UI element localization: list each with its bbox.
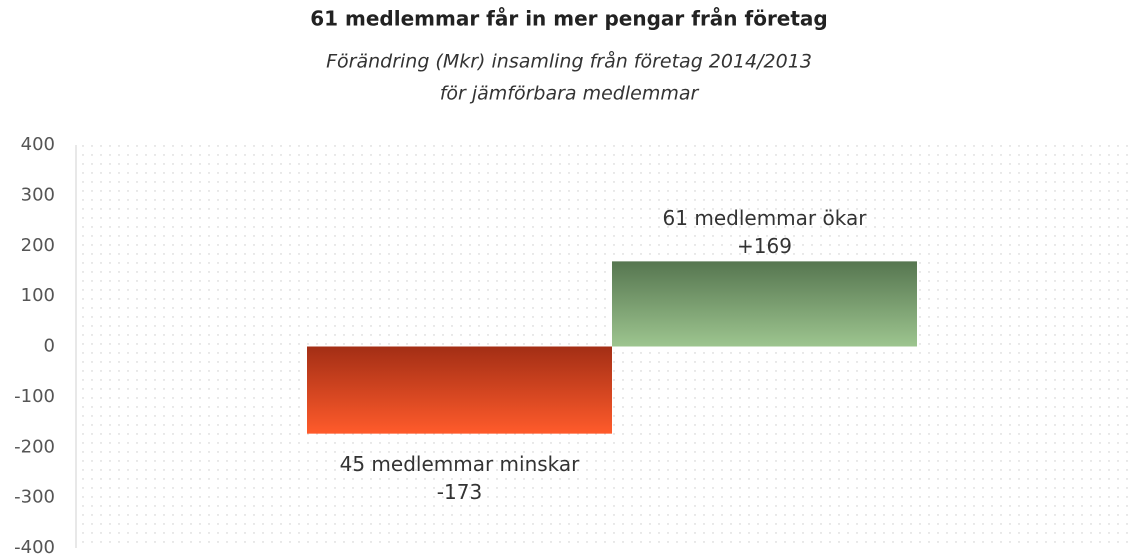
subtitle: Förändring (Mkr) insamling från företag … [326, 50, 812, 73]
y-tick-label: -400 [14, 537, 55, 557]
data-label: -173 [437, 480, 482, 504]
category-label: 45 medlemmar minskar [340, 452, 581, 476]
bar [612, 261, 917, 347]
y-tick-label: 200 [21, 235, 55, 256]
y-tick-label: 300 [21, 184, 55, 205]
y-tick-label: -100 [14, 386, 55, 407]
y-tick-label: 0 [44, 336, 55, 357]
y-tick-label: -300 [14, 487, 55, 508]
subtitle: för jämförbara medlemmar [440, 83, 700, 105]
y-tick-label: 100 [21, 285, 55, 306]
chart-title: 61 medlemmar får in mer pengar från före… [310, 7, 828, 31]
y-tick-label: 400 [21, 134, 55, 155]
bar [307, 346, 612, 434]
category-label: 61 medlemmar ökar [663, 206, 868, 230]
y-tick-label: -200 [14, 436, 55, 457]
data-label: +169 [737, 234, 792, 258]
